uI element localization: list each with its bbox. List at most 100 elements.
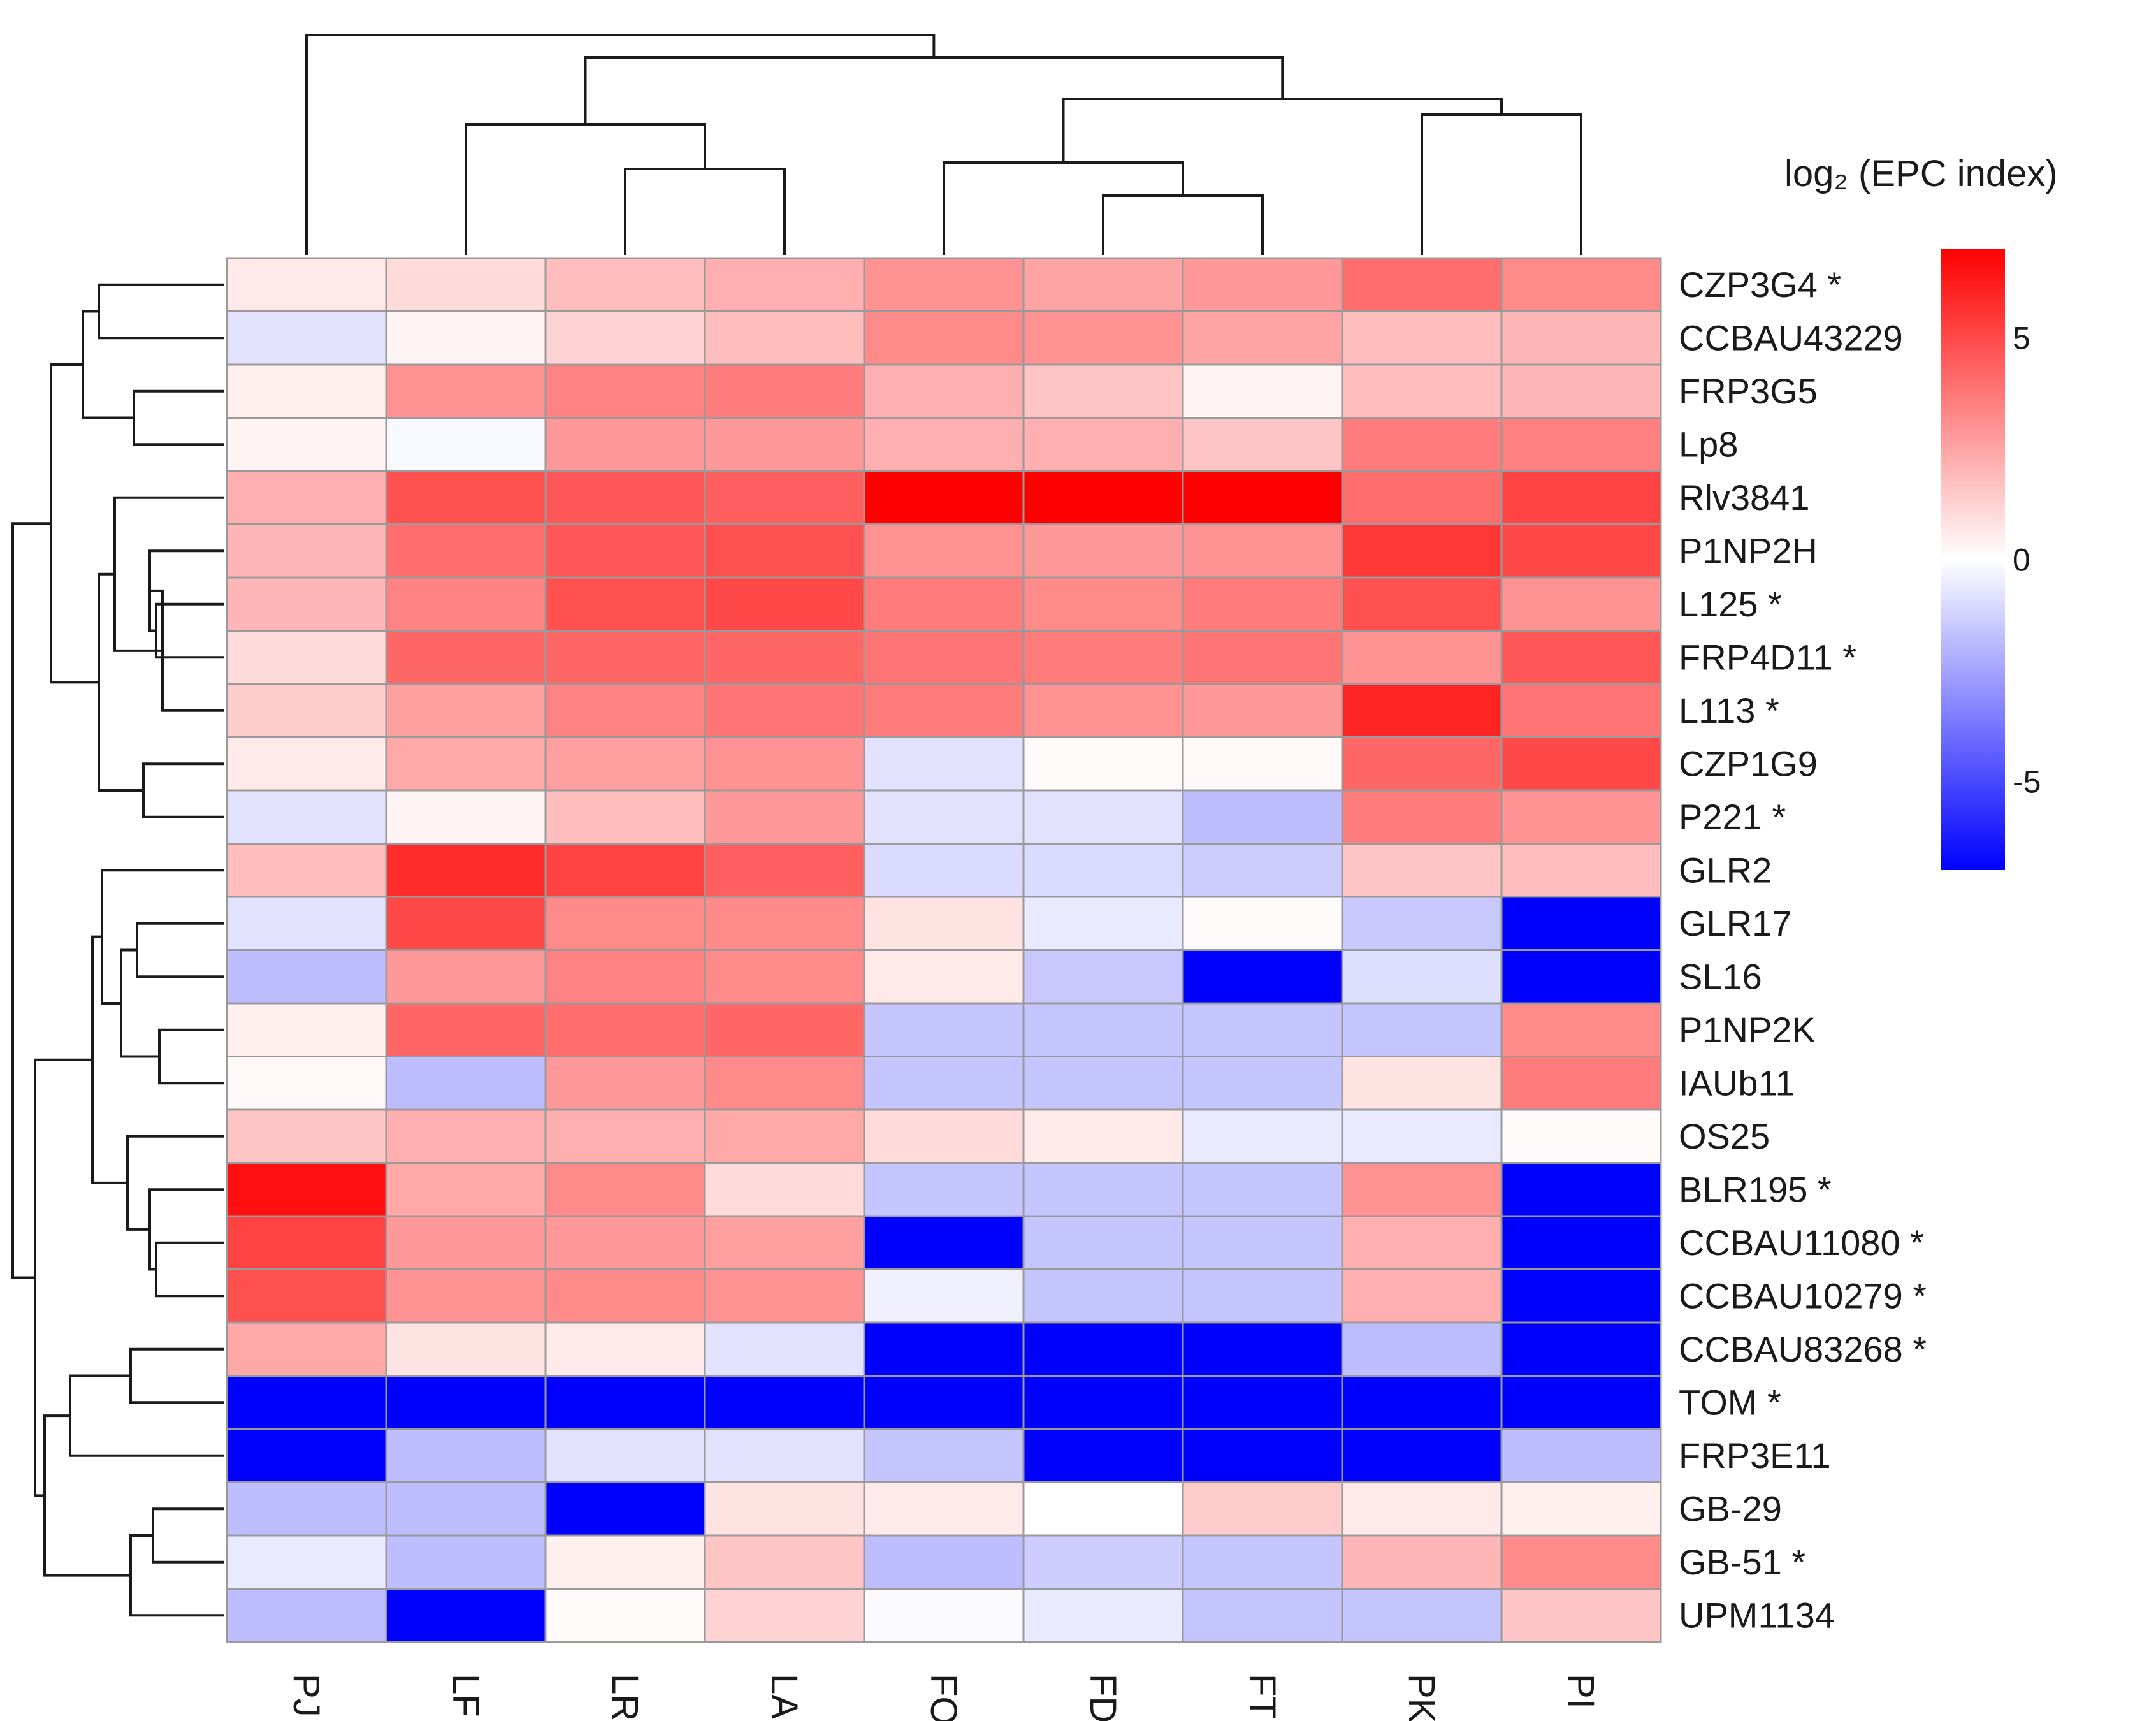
dendrogram-branch <box>11 522 51 1279</box>
heatmap-cell <box>704 1215 865 1270</box>
heatmap-cell <box>226 630 387 685</box>
heatmap-cell <box>1182 736 1343 792</box>
heatmap-cell <box>385 1002 547 1057</box>
heatmap-cell <box>1500 1588 1662 1643</box>
heatmap-cell <box>1182 523 1343 579</box>
heatmap-cell <box>544 630 706 685</box>
heatmap-cell <box>385 1162 547 1217</box>
heatmap-cell <box>1341 1002 1503 1057</box>
heatmap-cell <box>1022 576 1184 632</box>
heatmap-cell <box>1182 310 1343 366</box>
heatmap-cell <box>226 417 387 472</box>
heatmap-cell <box>863 1375 1025 1430</box>
row-label: CCBAU11080 * <box>1679 1223 1924 1263</box>
heatmap-cell <box>1341 789 1503 845</box>
heatmap-cell <box>863 843 1025 898</box>
heatmap-cell <box>704 363 865 419</box>
heatmap-cell <box>1341 310 1503 366</box>
dendrogram-branch <box>158 1028 224 1085</box>
heatmap-cell <box>863 736 1025 792</box>
heatmap-cell <box>1341 576 1503 632</box>
row-label: CZP3G4 * <box>1679 265 1841 305</box>
heatmap-cell <box>704 1321 865 1377</box>
heatmap-cell <box>1500 1056 1662 1111</box>
heatmap-cell <box>385 843 547 898</box>
heatmap-cell <box>704 1162 865 1217</box>
heatmap-cell <box>385 1321 547 1377</box>
heatmap-cell <box>1182 363 1343 419</box>
heatmap-cell <box>385 1588 547 1643</box>
heatmap-cell <box>704 1481 865 1537</box>
heatmap-cell <box>1022 896 1184 951</box>
heatmap-cell <box>544 310 706 366</box>
heatmap-cell <box>385 1215 547 1270</box>
dendrogram-branch <box>155 602 224 659</box>
heatmap-cell <box>226 683 387 738</box>
heatmap-cell <box>863 630 1025 685</box>
column-label: PJ <box>286 1674 327 1717</box>
heatmap-cells <box>226 257 1662 1643</box>
heatmap-cell <box>1022 257 1184 312</box>
heatmap-cell <box>1182 843 1343 898</box>
heatmap-cell <box>1500 1321 1662 1377</box>
heatmap-cell <box>704 257 865 312</box>
heatmap-cell <box>1022 470 1184 525</box>
heatmap-cell <box>1182 630 1343 685</box>
heatmap-cell <box>385 1056 547 1111</box>
heatmap-cell <box>1182 257 1343 312</box>
row-label: Rlv3841 <box>1679 477 1809 518</box>
heatmap-cell <box>1182 896 1343 951</box>
heatmap-cell <box>544 1321 706 1377</box>
dendrogram-branch <box>305 34 936 255</box>
dendrogram-branch <box>1421 113 1582 255</box>
heatmap-cell <box>1022 1268 1184 1324</box>
heatmap-cell <box>1022 1428 1184 1483</box>
row-label: FRP3G5 <box>1679 371 1818 411</box>
row-label: SL16 <box>1679 956 1762 996</box>
heatmap-cell <box>1022 1215 1184 1270</box>
heatmap-cell <box>226 1588 387 1643</box>
dendrogram-branch <box>126 1135 224 1231</box>
heatmap-cell <box>1500 470 1662 525</box>
heatmap-cell <box>704 789 865 845</box>
heatmap-cell <box>863 310 1025 366</box>
heatmap-cell <box>704 1428 865 1483</box>
dendrogram-branch <box>43 1414 131 1577</box>
row-label: GB-29 <box>1679 1488 1782 1529</box>
heatmap-cell <box>1182 1534 1343 1590</box>
heatmap-cell <box>385 417 547 472</box>
row-label: L125 * <box>1679 584 1782 624</box>
dendrogram-branch <box>155 1241 224 1298</box>
heatmap-cell <box>385 523 547 579</box>
heatmap-cell <box>1022 310 1184 366</box>
heatmap-cell <box>863 576 1025 632</box>
row-label: GLR17 <box>1679 903 1791 943</box>
heatmap-cell <box>1500 310 1662 366</box>
heatmap-cell <box>863 417 1025 472</box>
dendrogram-branch <box>82 310 134 419</box>
heatmap-cell <box>1500 736 1662 792</box>
heatmap-cell <box>544 417 706 472</box>
heatmap-cell <box>1022 630 1184 685</box>
heatmap-cell <box>1341 1375 1503 1430</box>
heatmap-cell <box>863 257 1025 312</box>
heatmap-cell <box>1500 789 1662 845</box>
heatmap-cell <box>863 523 1025 579</box>
heatmap-cell <box>385 736 547 792</box>
dendrogram-branch <box>133 389 224 446</box>
heatmap-cell <box>1022 1162 1184 1217</box>
dendrogram-branch <box>1102 194 1264 255</box>
dendrogram-branch <box>624 168 786 255</box>
heatmap-cell <box>1341 470 1503 525</box>
heatmap-cell <box>544 843 706 898</box>
heatmap-cell <box>1500 843 1662 898</box>
heatmap-cell <box>226 1534 387 1590</box>
heatmap-cell <box>1022 1321 1184 1377</box>
heatmap-cell <box>226 896 387 951</box>
heatmap-cell <box>1182 1108 1343 1164</box>
heatmap-cell <box>1341 843 1503 898</box>
heatmap-cell <box>863 683 1025 738</box>
legend-tick-label: 0 <box>2013 542 2030 578</box>
heatmap-cell <box>385 1375 547 1430</box>
heatmap-cell <box>1341 1108 1503 1164</box>
